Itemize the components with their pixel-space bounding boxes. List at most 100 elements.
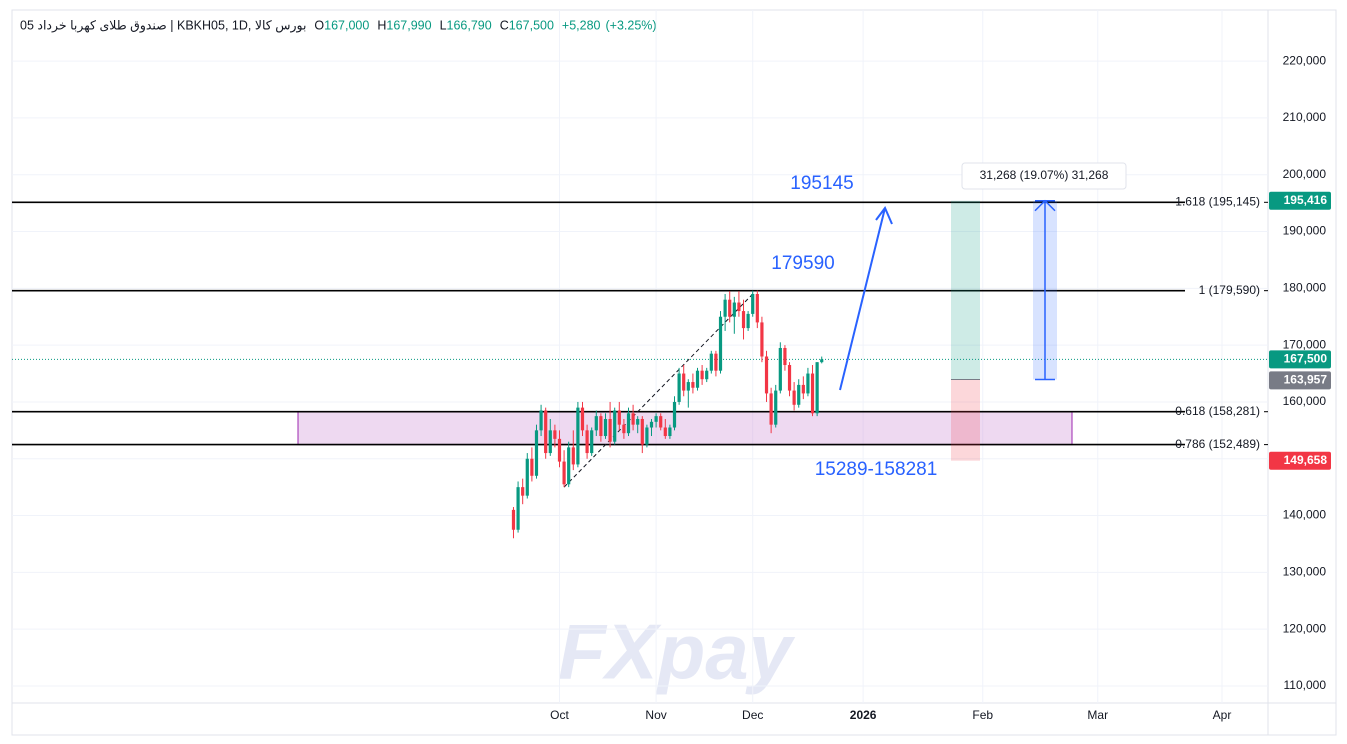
candle-body — [774, 390, 778, 425]
candle-body — [544, 410, 548, 454]
change-pct: (+3.25%) — [606, 18, 657, 32]
ohlc-key: L — [440, 18, 447, 32]
candle-body — [562, 461, 566, 485]
candle-body — [534, 430, 539, 476]
x-tick-label: Feb — [972, 708, 993, 722]
price-label-bg — [1269, 191, 1331, 210]
candle-body — [663, 427, 667, 437]
candle-body — [746, 313, 750, 329]
candle-body — [585, 430, 589, 454]
price-label-bg — [1269, 350, 1331, 369]
candle-body — [525, 458, 529, 496]
candle-body — [557, 438, 562, 462]
candle-body — [682, 373, 686, 391]
annotation: 179590 — [771, 253, 834, 274]
candle-body — [705, 370, 709, 380]
y-tick-label: 110,000 — [1284, 678, 1327, 692]
candle-body — [672, 401, 677, 428]
candle-body — [567, 447, 571, 485]
candle-body — [580, 407, 585, 431]
candle-body — [649, 421, 654, 428]
chart-title: صندوق طلای کهربا خرداد 05 | KBKH05, 1D, … — [20, 18, 306, 33]
watermark: FXpay — [558, 608, 796, 696]
candle-body — [613, 410, 617, 442]
zone-box — [297, 411, 1073, 446]
candle-body — [668, 427, 672, 437]
candle-body — [732, 302, 736, 317]
ohlc-key: H — [377, 18, 386, 32]
y-tick-label: 210,000 — [1283, 110, 1327, 124]
candle-body — [622, 424, 626, 434]
position-loss — [951, 379, 980, 461]
price-label: 163,957 — [1284, 373, 1328, 387]
ohlc-key: C — [500, 18, 509, 32]
candle-body — [728, 299, 732, 317]
candle-body — [691, 382, 695, 388]
candle-body — [521, 487, 525, 496]
change: +5,280 — [562, 18, 601, 32]
projection-arrow — [839, 206, 893, 391]
price-label: 149,658 — [1284, 453, 1328, 467]
candle-body — [778, 347, 782, 391]
candle-body — [599, 416, 603, 437]
y-tick-label: 200,000 — [1283, 167, 1327, 181]
y-tick-label: 140,000 — [1283, 508, 1327, 522]
candle-body — [636, 418, 640, 425]
candle-body — [764, 356, 769, 394]
fib-label: 0.786 (152,489) — [1175, 437, 1260, 451]
candle-body — [516, 487, 520, 530]
candle-body — [686, 382, 690, 391]
candle-body — [608, 418, 612, 442]
ohlc-value: 166,790 — [447, 18, 492, 32]
price-label-bg — [1269, 371, 1331, 390]
candle-body — [737, 302, 741, 312]
candle-body — [695, 370, 700, 388]
y-tick-label: 130,000 — [1283, 565, 1327, 579]
price-label-bg — [1269, 451, 1331, 470]
candle-body — [714, 353, 718, 371]
candle-body — [723, 299, 727, 317]
candle-body — [801, 384, 805, 394]
y-tick-label: 180,000 — [1283, 281, 1327, 295]
candle-body — [548, 430, 552, 454]
ohlc-value: 167,990 — [386, 18, 431, 32]
candle-body — [654, 416, 658, 422]
x-tick-label: Oct — [550, 708, 569, 722]
price-label: 195,416 — [1284, 193, 1328, 207]
ohlc-value: 167,000 — [324, 18, 369, 32]
candle-body — [769, 393, 773, 425]
header: صندوق طلای کهربا خرداد 05 | KBKH05, 1D, … — [20, 18, 657, 33]
annotation: 195145 — [790, 173, 853, 194]
candle-body — [783, 347, 787, 366]
candle-body — [659, 416, 663, 428]
y-tick-label: 220,000 — [1283, 53, 1327, 67]
y-tick-label: 170,000 — [1283, 337, 1327, 351]
candle-body — [810, 373, 815, 414]
fib-label: 0.618 (158,281) — [1175, 404, 1260, 418]
trend-line — [563, 293, 754, 488]
x-tick-label: 2026 — [850, 708, 877, 722]
candle-body — [576, 407, 580, 465]
candle-body — [594, 416, 598, 431]
y-tick-label: 190,000 — [1283, 224, 1327, 238]
candle-body — [709, 353, 713, 371]
measure-head — [1034, 199, 1056, 381]
measure-label: 31,268 (19.07%) 31,268 — [980, 168, 1109, 182]
candle-body — [677, 373, 681, 402]
fib-label: 1 (179,590) — [1199, 283, 1260, 297]
candle-body — [603, 418, 608, 437]
x-tick-label: Nov — [645, 708, 666, 722]
candle-body — [751, 294, 755, 314]
position-profit — [951, 200, 980, 380]
ohlc-value: 167,500 — [509, 18, 554, 32]
candle-body — [815, 362, 819, 414]
candle-body — [700, 370, 704, 380]
price-label: 167,500 — [1284, 352, 1328, 366]
candle-body — [797, 384, 801, 405]
fib-label: 1.618 (195,145) — [1175, 194, 1260, 208]
candle-body — [718, 316, 723, 371]
annotation: 15289-158281 — [815, 459, 938, 480]
y-tick-label: 160,000 — [1283, 394, 1327, 408]
x-tick-label: Apr — [1213, 708, 1232, 722]
candle-body — [645, 427, 649, 445]
